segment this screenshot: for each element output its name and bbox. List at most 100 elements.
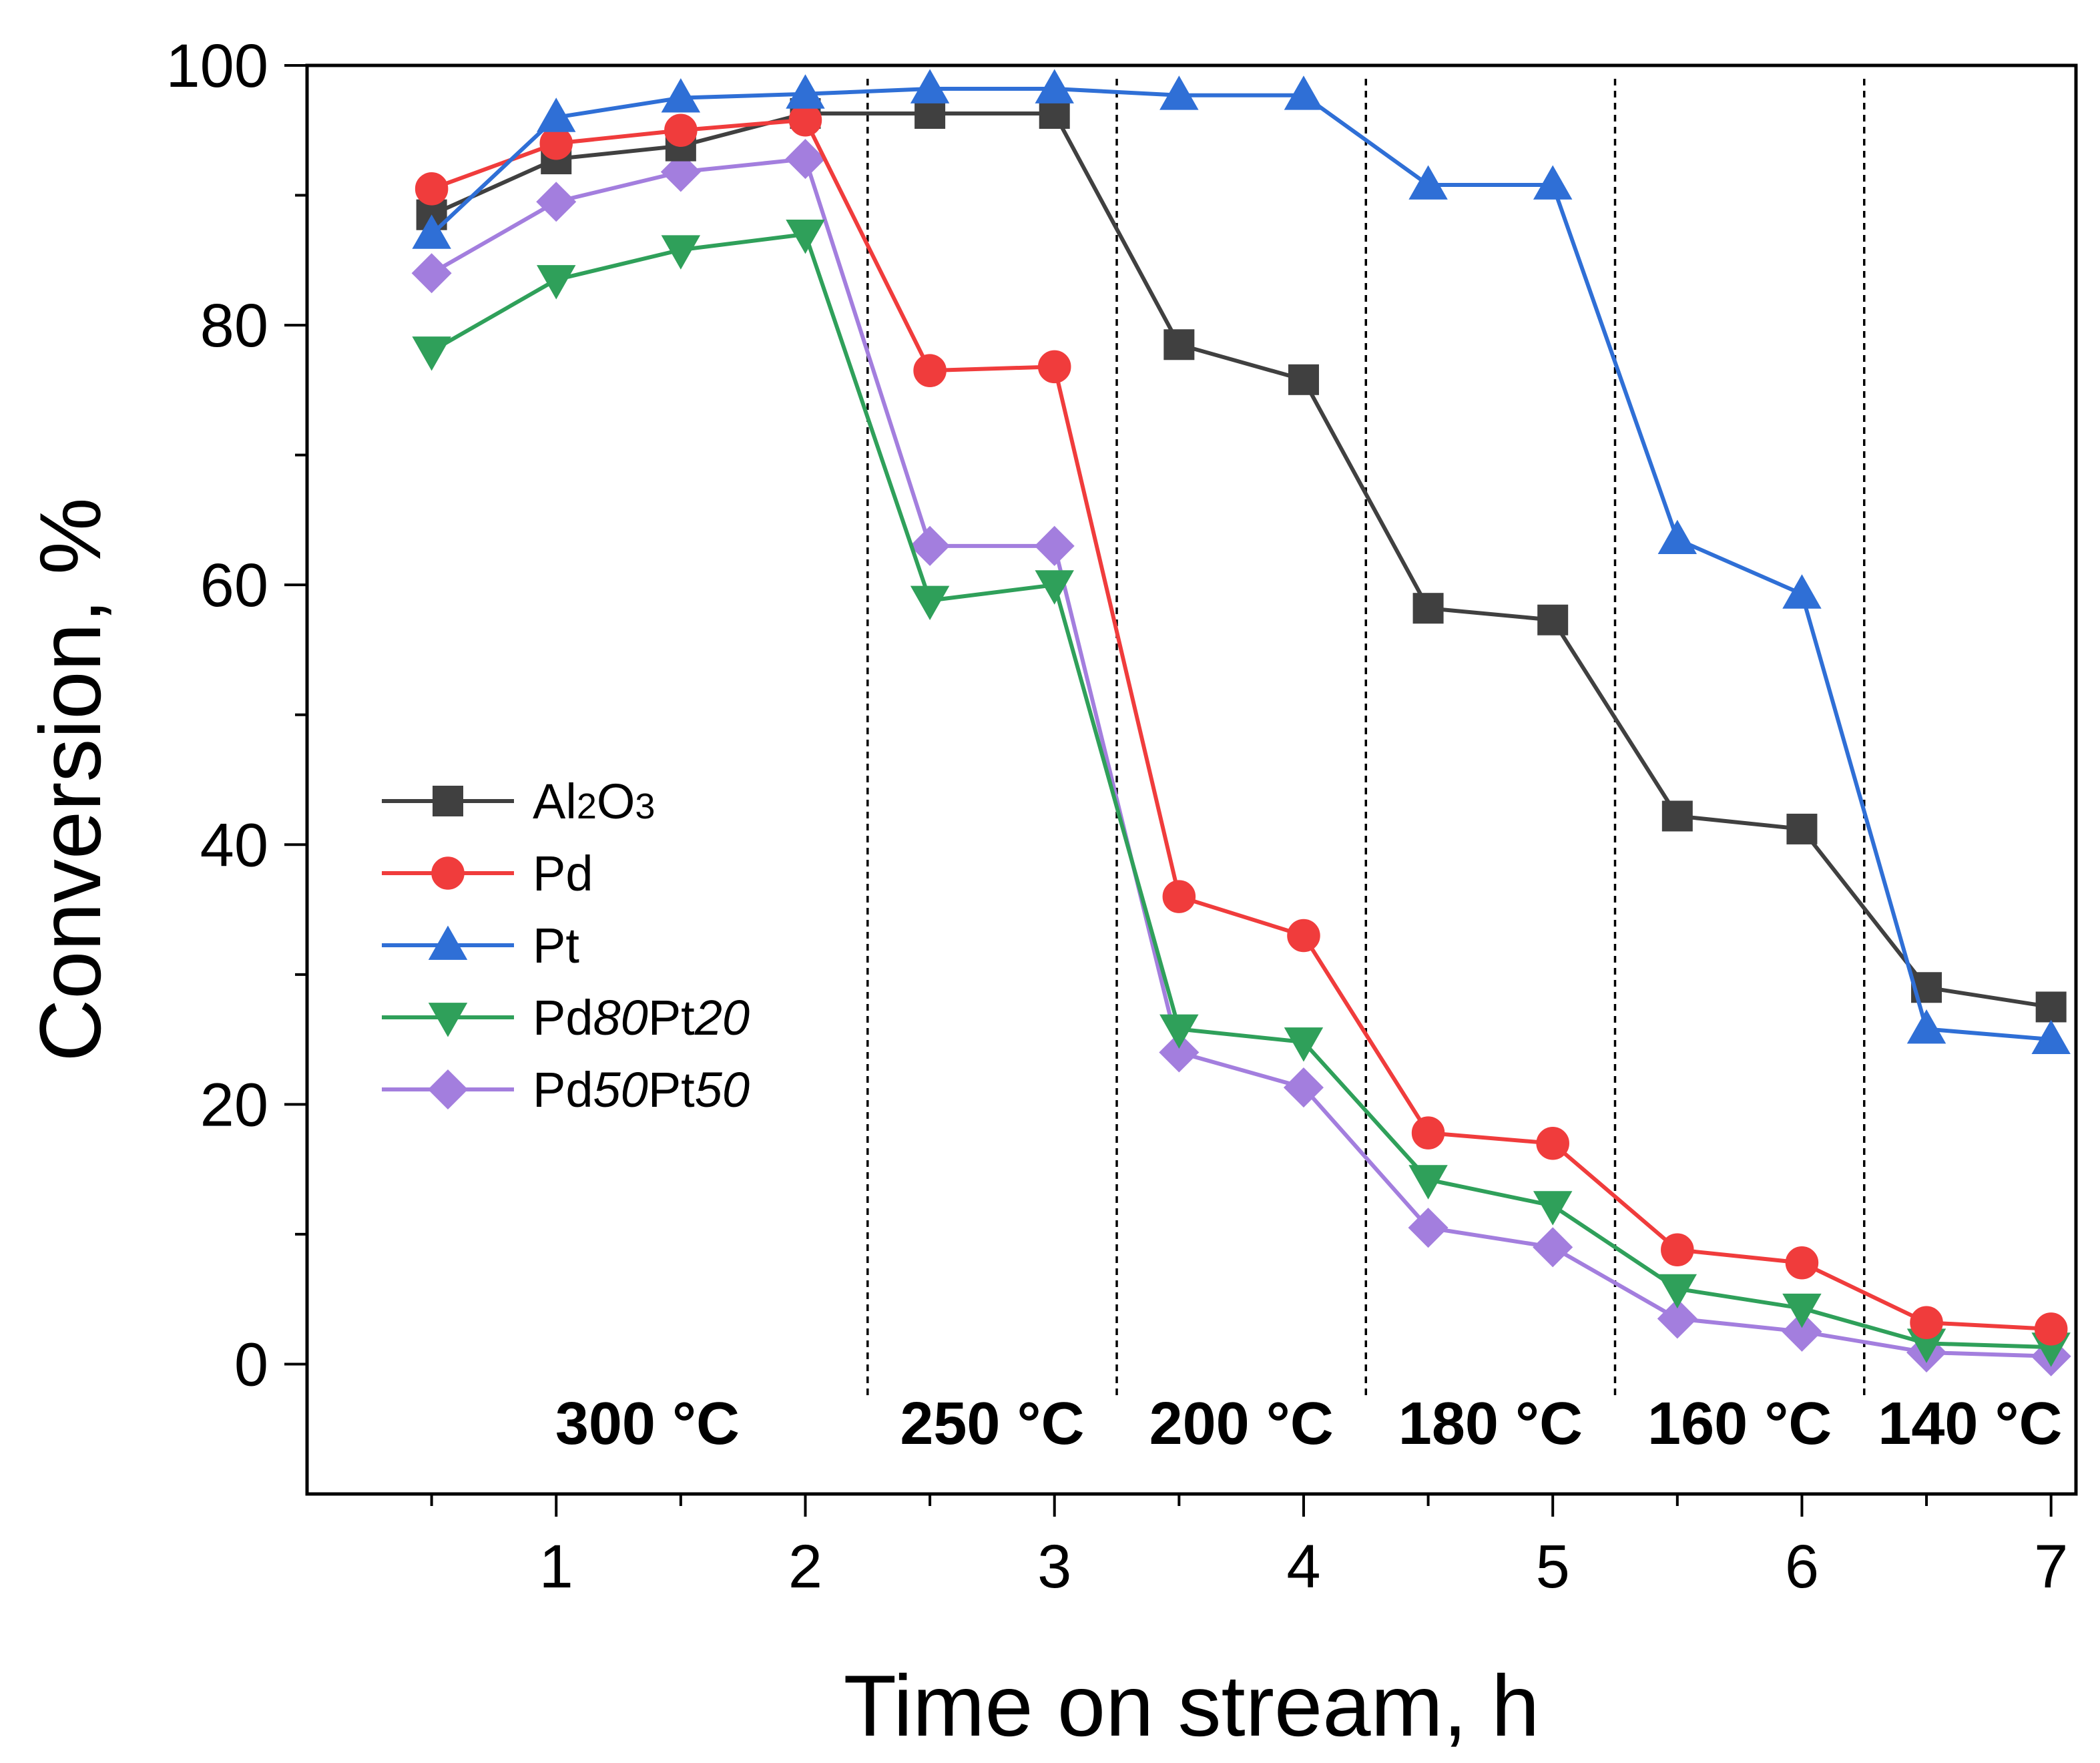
legend-label: Al2O3 [533, 774, 655, 829]
data-point [1159, 1014, 1199, 1049]
data-point [1906, 1009, 1946, 1044]
data-point [910, 69, 950, 103]
data-point [1284, 1027, 1324, 1062]
data-point [786, 74, 825, 109]
data-point [1035, 570, 1074, 605]
legend-label: Pd80Pt20 [533, 990, 750, 1045]
data-point [788, 103, 822, 137]
y-tick-label: 0 [234, 1330, 268, 1399]
zone-label: 250 °C [900, 1391, 1084, 1457]
data-point [1163, 329, 1195, 360]
y-tick-label: 100 [166, 32, 269, 100]
data-point [1533, 1191, 1573, 1226]
data-point [537, 265, 576, 300]
plot-frame [305, 63, 2078, 1496]
legend-label: Pd [533, 846, 593, 901]
legend-item-Al2O3: Al2O3 [382, 774, 655, 829]
x-tick-label: 5 [1536, 1533, 1570, 1601]
data-point [1657, 1298, 1697, 1339]
data-point [1411, 1116, 1445, 1150]
x-tick-label: 6 [1785, 1533, 1819, 1601]
data-point [1661, 800, 1693, 832]
temperature-zone-dividers [866, 79, 1866, 1401]
legend-item-Pd: Pd [382, 846, 593, 901]
y-tick-label: 80 [200, 292, 268, 360]
data-point [1785, 1246, 1819, 1280]
legend-marker [427, 1069, 469, 1110]
data-point [536, 182, 577, 222]
data-point [910, 525, 951, 566]
data-point [1035, 69, 1074, 103]
series-Pd [415, 103, 2068, 1346]
data-point [1288, 364, 1319, 395]
data-point [913, 354, 947, 387]
data-point [539, 126, 573, 160]
data-point [1408, 1208, 1449, 1248]
data-point [661, 235, 701, 270]
data-point [1034, 525, 1075, 566]
y-tick-label: 40 [200, 811, 268, 879]
data-point [660, 152, 701, 192]
data-point [1533, 165, 1573, 200]
zone-label: 300 °C [555, 1391, 740, 1457]
data-point [537, 97, 576, 132]
data-point [1533, 1227, 1573, 1268]
data-point [1661, 1233, 1694, 1267]
data-point [1408, 165, 1448, 200]
series-line [431, 111, 2052, 1009]
data-point [910, 585, 950, 621]
legend-item-Pd80Pt20: Pd80Pt20 [382, 990, 750, 1045]
data-point [1782, 1293, 1822, 1328]
legend-marker [428, 925, 468, 960]
data-point [415, 172, 449, 206]
legend-item-Pd50Pt50: Pd50Pt50 [382, 1062, 750, 1117]
x-tick-label: 1 [539, 1533, 573, 1601]
data-point [1037, 350, 1071, 384]
y-axis: 0 20 40 60 80 100 [166, 32, 307, 1399]
data-point [1910, 1306, 1943, 1339]
data-point [661, 78, 701, 113]
legend-marker [433, 786, 463, 816]
series-Pd80Pt20 [412, 220, 2071, 1367]
data-point [1162, 880, 1196, 913]
series-line [430, 87, 2051, 1042]
data-point [1283, 1067, 1324, 1108]
y-tick-label: 60 [200, 551, 268, 619]
legend-marker [431, 856, 465, 890]
data-point [1537, 604, 1569, 636]
data-point [411, 253, 452, 294]
x-tick-label: 3 [1037, 1533, 1071, 1601]
legend-item-Pt: Pt [382, 918, 579, 973]
data-point [2034, 1312, 2068, 1346]
data-point [785, 139, 826, 180]
y-axis-title: Conversion, % [21, 497, 119, 1061]
data-point [2031, 1019, 2071, 1054]
series-layer [411, 69, 2071, 1376]
data-point [786, 220, 825, 254]
legend-label: Pd50Pt50 [533, 1062, 750, 1117]
zone-label: 140 °C [1878, 1391, 2062, 1457]
data-point [1284, 75, 1324, 110]
data-point [1408, 1165, 1448, 1200]
y-tick-label: 20 [200, 1071, 268, 1139]
data-point [412, 336, 451, 371]
data-point [1159, 75, 1199, 110]
x-axis: 1 2 3 4 5 6 7 [430, 1494, 2068, 1601]
data-point [412, 214, 451, 249]
legend-label: Pt [533, 918, 579, 973]
zone-label: 200 °C [1149, 1391, 1334, 1457]
legend: Al2O3 Pd Pt Pd80Pt20 Pd50Pt50 [382, 774, 750, 1117]
temperature-zone-labels: 300 °C 250 °C 200 °C 180 °C 160 °C 140 °C [555, 1391, 2063, 1457]
legend-marker [428, 1003, 468, 1037]
x-tick-label: 4 [1286, 1533, 1320, 1601]
series-Pd50Pt50 [411, 139, 2071, 1376]
series-Al2O3 [416, 97, 2067, 1023]
data-point [2035, 991, 2067, 1023]
data-point [1159, 1032, 1200, 1073]
data-point [1287, 919, 1320, 953]
zone-label: 160 °C [1647, 1391, 1832, 1457]
series-Pt [412, 69, 2071, 1054]
zone-label: 180 °C [1398, 1391, 1583, 1457]
x-tick-label: 7 [2034, 1533, 2068, 1601]
